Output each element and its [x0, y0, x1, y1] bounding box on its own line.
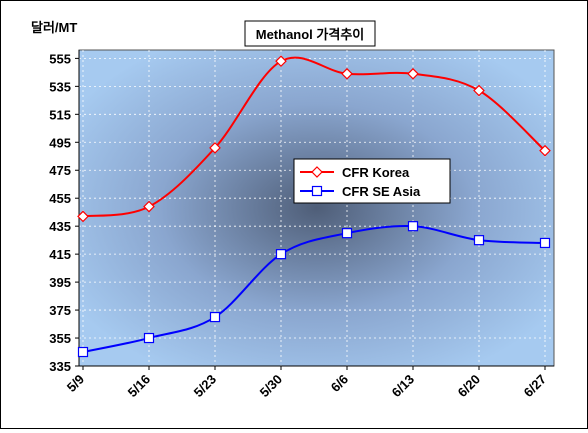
y-tick-label: 535	[49, 79, 71, 94]
y-tick-label: 455	[49, 191, 71, 206]
y-tick-label: 515	[49, 107, 71, 122]
data-point	[143, 200, 155, 213]
x-tick-label: 6/20	[455, 372, 484, 401]
x-tick-label: 6/13	[389, 372, 418, 401]
y-tick-label: 495	[49, 135, 71, 150]
y-tick-label: 395	[49, 275, 71, 290]
data-point	[77, 346, 89, 358]
data-point	[341, 228, 353, 239]
data-point	[407, 67, 419, 80]
data-point	[143, 332, 155, 344]
data-point	[407, 221, 419, 232]
legend-marker	[311, 166, 323, 178]
data-point	[209, 311, 221, 323]
y-tick-label: 435	[49, 219, 71, 234]
plot-area	[78, 49, 555, 367]
data-point	[275, 55, 287, 68]
title-box	[244, 20, 376, 47]
chart-title: Methanol 가격추이	[256, 27, 365, 42]
y-tick-label: 335	[49, 359, 71, 374]
data-point	[473, 235, 485, 246]
data-point	[77, 210, 89, 223]
data-point	[275, 249, 287, 260]
series-line-2	[82, 224, 546, 353]
legend-label: CFR Korea	[342, 165, 410, 180]
y-axis-label: 달러/MT	[31, 20, 77, 35]
x-tick-label: 5/16	[125, 372, 154, 401]
y-tick-label: 475	[49, 163, 71, 178]
x-tick-label: 6/6	[328, 372, 351, 395]
data-point	[539, 144, 551, 157]
data-point	[209, 142, 221, 154]
y-tick-label: 355	[49, 331, 71, 346]
data-point	[473, 84, 485, 97]
legend-marker	[311, 185, 323, 197]
legend-label: CFR SE Asia	[342, 184, 421, 199]
x-tick-label: 5/9	[64, 372, 87, 395]
x-tick-label: 5/30	[257, 372, 286, 401]
x-tick-label: 6/27	[521, 372, 550, 401]
y-tick-label: 555	[49, 51, 71, 66]
x-tick-label: 5/23	[191, 372, 220, 401]
data-point	[341, 67, 353, 80]
data-point	[539, 237, 551, 249]
y-tick-label: 375	[49, 303, 71, 318]
y-tick-label: 415	[49, 247, 71, 262]
